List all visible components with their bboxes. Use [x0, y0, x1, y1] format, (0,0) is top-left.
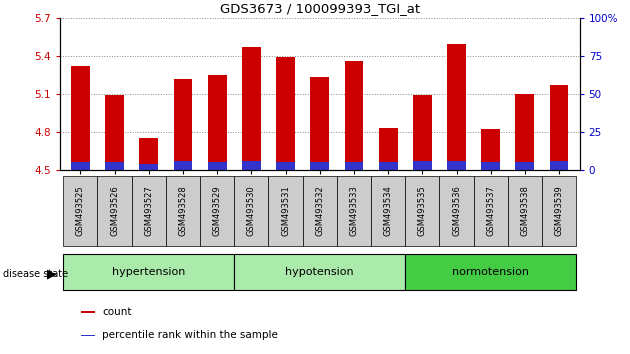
Bar — [447, 44, 466, 170]
Bar — [208, 75, 227, 170]
Text: GSM493539: GSM493539 — [554, 185, 564, 236]
Bar — [98, 176, 132, 246]
Text: disease state: disease state — [3, 269, 68, 279]
Bar — [405, 254, 576, 290]
Text: GSM493535: GSM493535 — [418, 185, 427, 236]
Bar — [405, 176, 439, 246]
Text: count: count — [103, 307, 132, 317]
Bar — [105, 162, 124, 170]
Bar — [234, 254, 405, 290]
Bar — [276, 162, 295, 170]
Text: GSM493538: GSM493538 — [520, 185, 529, 236]
Text: GSM493525: GSM493525 — [76, 185, 85, 236]
Text: GSM493532: GSM493532 — [315, 185, 324, 236]
Title: GDS3673 / 100099393_TGI_at: GDS3673 / 100099393_TGI_at — [220, 2, 420, 15]
Bar — [302, 176, 337, 246]
Bar — [474, 176, 508, 246]
Bar — [71, 66, 89, 170]
Text: GSM493533: GSM493533 — [350, 185, 358, 236]
Bar — [173, 79, 192, 170]
Text: GSM493528: GSM493528 — [178, 185, 188, 236]
Text: GSM493526: GSM493526 — [110, 185, 119, 236]
Bar — [63, 254, 234, 290]
Bar — [311, 77, 329, 170]
Text: GSM493530: GSM493530 — [247, 185, 256, 236]
Bar — [345, 162, 364, 170]
Bar — [208, 162, 227, 170]
Bar — [413, 161, 432, 170]
Bar — [71, 162, 89, 170]
Text: GSM493527: GSM493527 — [144, 185, 153, 236]
Bar — [81, 311, 94, 313]
Bar — [268, 176, 302, 246]
Bar — [379, 162, 398, 170]
Bar — [379, 128, 398, 170]
Bar — [139, 138, 158, 170]
Bar — [234, 176, 268, 246]
Bar — [337, 176, 371, 246]
Text: hypotension: hypotension — [285, 267, 354, 277]
Bar — [345, 61, 364, 170]
Bar — [242, 161, 261, 170]
Text: GSM493534: GSM493534 — [384, 185, 392, 236]
Bar — [447, 161, 466, 170]
Bar — [200, 176, 234, 246]
Bar — [81, 335, 94, 336]
Bar — [542, 176, 576, 246]
Bar — [515, 94, 534, 170]
Bar — [481, 162, 500, 170]
Bar — [242, 47, 261, 170]
Bar — [371, 176, 405, 246]
Bar — [63, 176, 98, 246]
Bar — [550, 85, 568, 170]
Text: hypertension: hypertension — [112, 267, 185, 277]
Bar — [439, 176, 474, 246]
Text: GSM493536: GSM493536 — [452, 185, 461, 236]
Bar — [276, 57, 295, 170]
Bar — [311, 162, 329, 170]
Text: GSM493529: GSM493529 — [213, 185, 222, 236]
Text: percentile rank within the sample: percentile rank within the sample — [103, 330, 278, 340]
Text: GSM493531: GSM493531 — [281, 185, 290, 236]
Bar — [105, 95, 124, 170]
Text: normotension: normotension — [452, 267, 529, 277]
Bar — [413, 95, 432, 170]
Bar — [132, 176, 166, 246]
Bar — [508, 176, 542, 246]
Text: GSM493537: GSM493537 — [486, 185, 495, 236]
Bar — [481, 129, 500, 170]
Bar — [166, 176, 200, 246]
Text: ▶: ▶ — [47, 268, 57, 281]
Bar — [515, 162, 534, 170]
Bar — [139, 164, 158, 170]
Bar — [173, 161, 192, 170]
Bar — [550, 161, 568, 170]
